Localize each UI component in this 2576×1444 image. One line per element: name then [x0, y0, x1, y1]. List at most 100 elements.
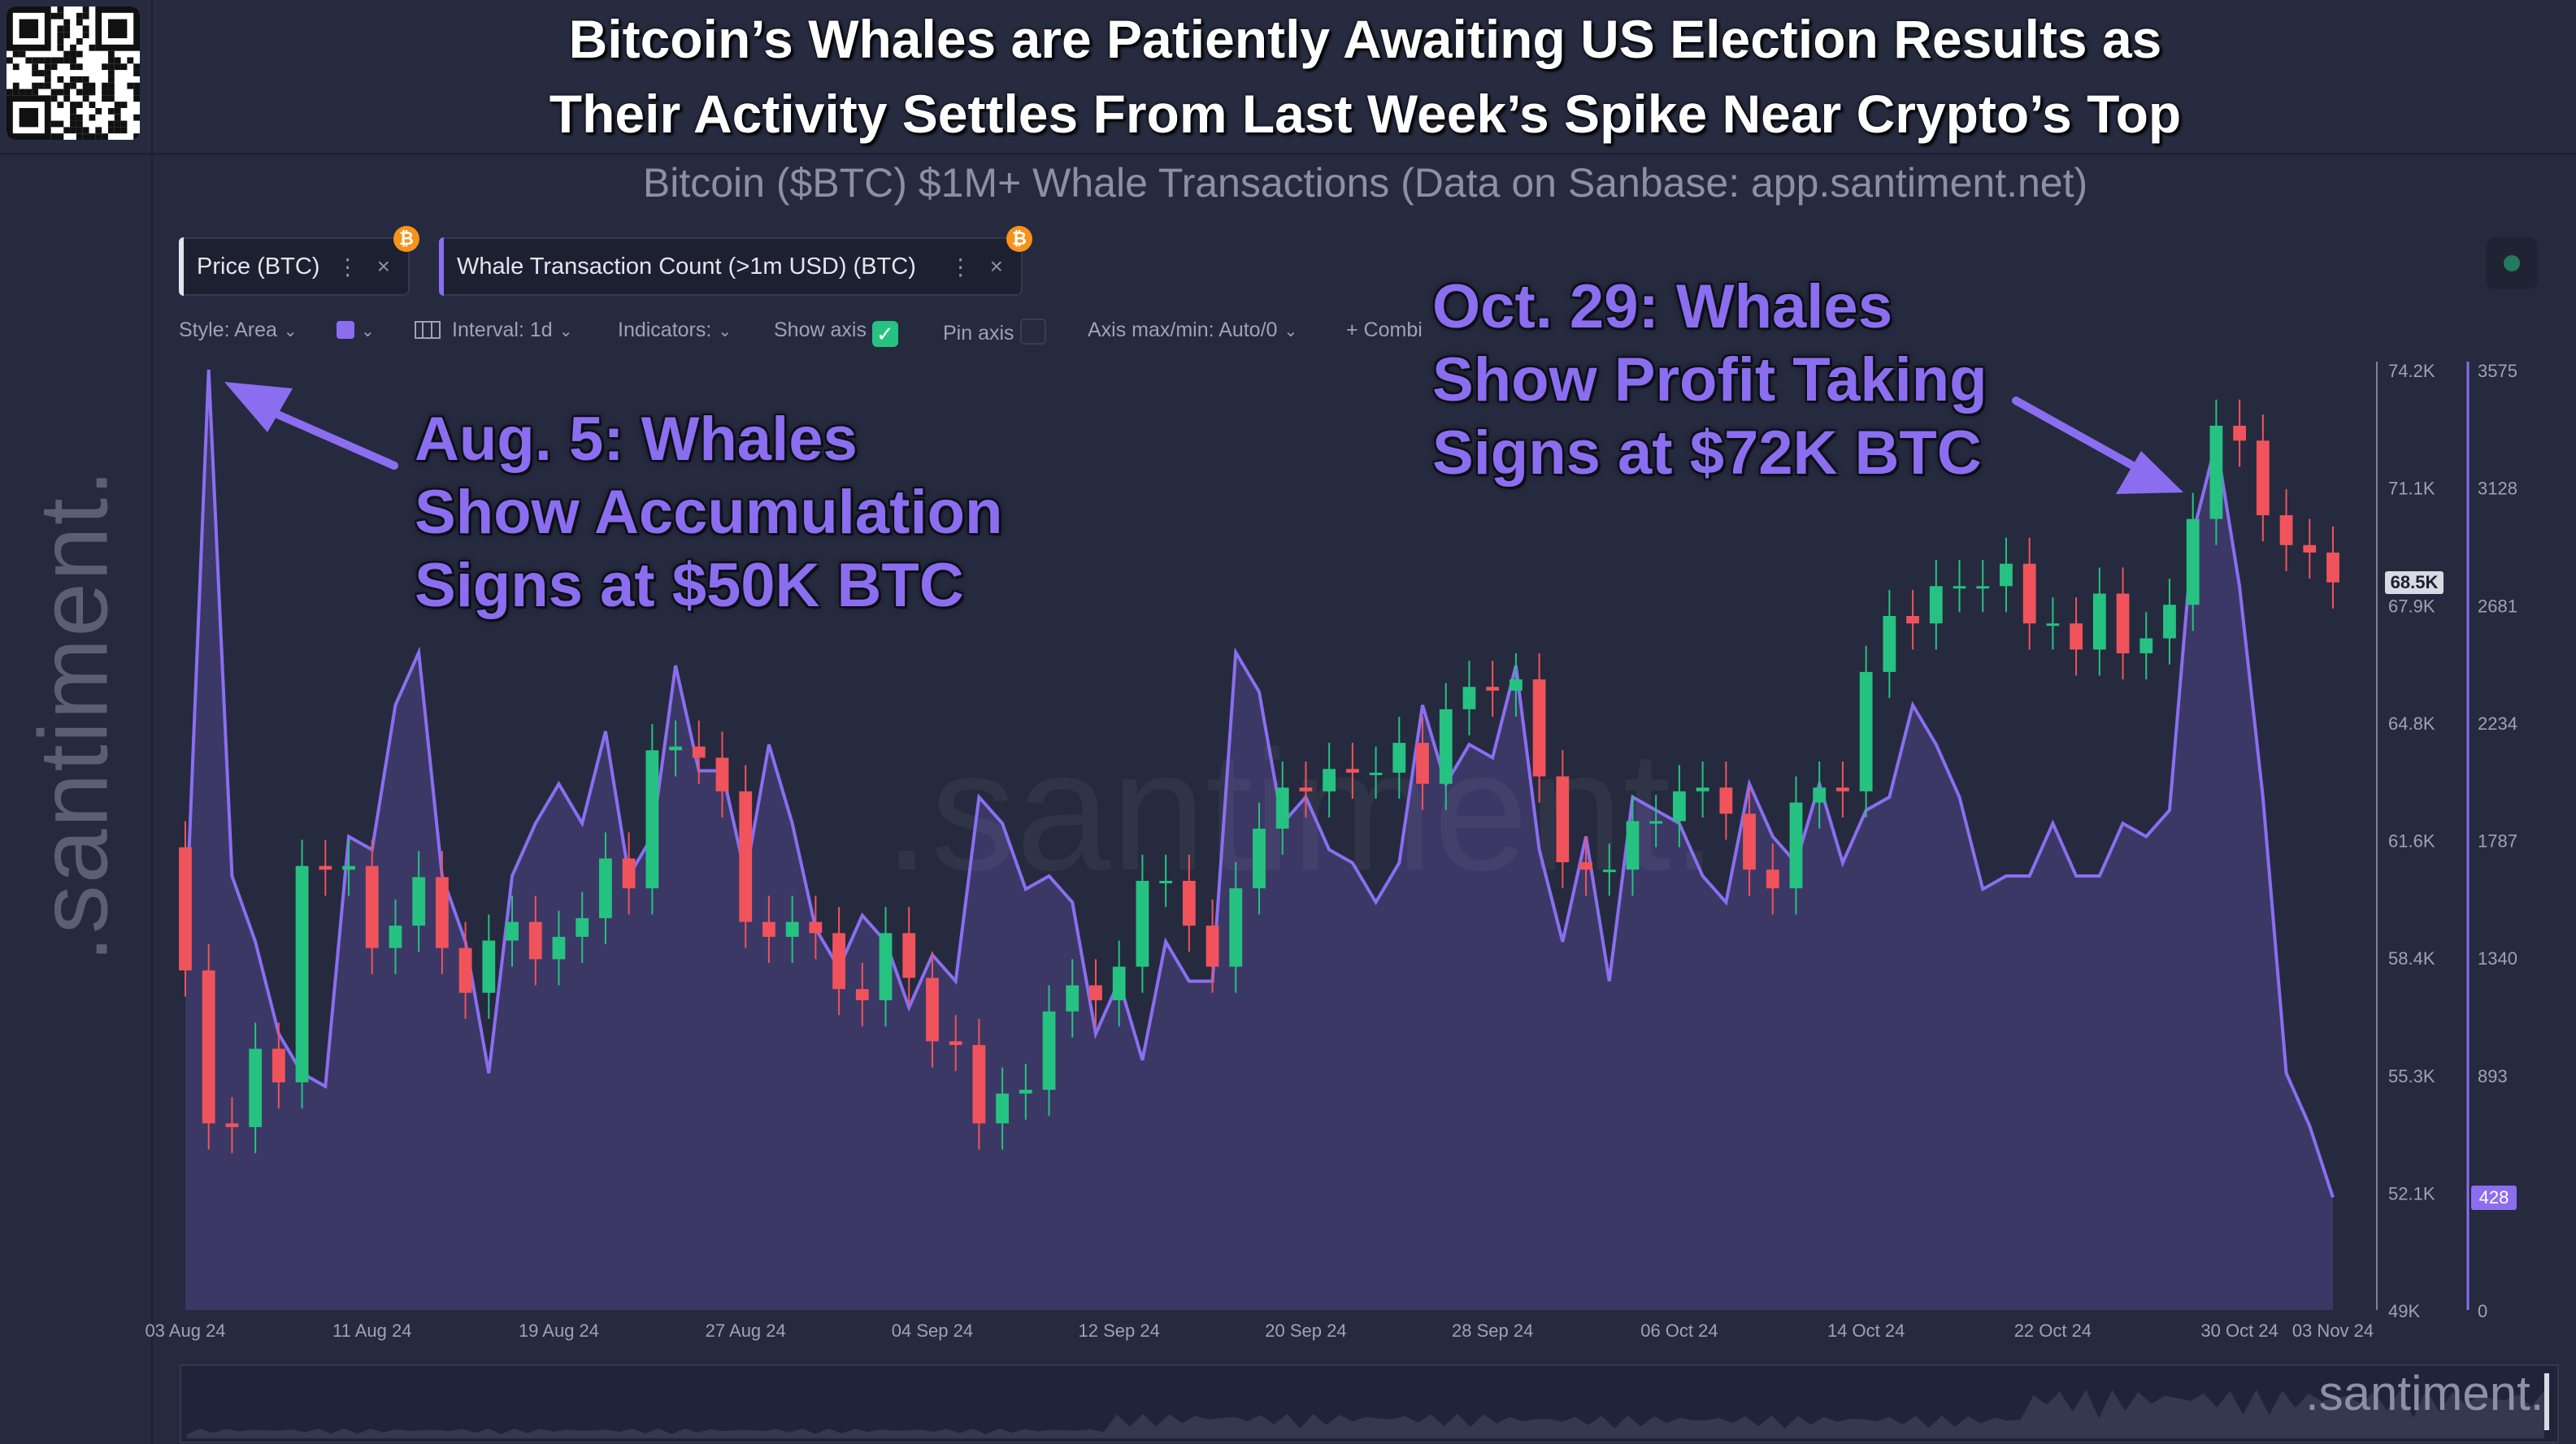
interval-dropdown[interactable]: Interval: 1d ⌄	[415, 319, 572, 342]
candle	[1789, 802, 1803, 889]
candle	[1416, 743, 1429, 784]
header-bar	[0, 0, 2576, 154]
bitcoin-badge-icon: ₿	[1006, 226, 1032, 252]
annotation-arrowhead-right	[2116, 451, 2183, 494]
candle	[249, 1048, 263, 1128]
candle	[809, 921, 823, 934]
annotation-oct29: Oct. 29: Whales Show Profit Taking Signs a…	[1432, 272, 1987, 488]
candle	[412, 877, 426, 926]
candle	[1159, 881, 1173, 884]
candle	[855, 989, 869, 1000]
candle	[435, 877, 449, 948]
candle	[1906, 616, 1919, 624]
candle	[1462, 687, 1476, 709]
more-icon[interactable]: ⋮	[949, 254, 972, 280]
style-dropdown[interactable]: Style: Area ⌄	[179, 319, 298, 341]
live-indicator[interactable]	[2486, 237, 2538, 289]
price-tick-label: 49K	[2388, 1301, 2420, 1321]
series-color-bar	[179, 237, 184, 296]
candle	[2070, 623, 2083, 650]
candle	[1439, 709, 1453, 784]
candle	[1229, 888, 1243, 967]
tab-whale-transactions[interactable]: Whale Transaction Count (>1m USD) (BTC) …	[439, 226, 1032, 296]
candle	[762, 921, 775, 937]
x-tick-label: 28 Sep 24	[1452, 1320, 1533, 1341]
title-line-2: Their Activity Settles From Last Week’s …	[549, 84, 2182, 144]
x-tick-label: 12 Sep 24	[1079, 1320, 1160, 1341]
tab-label: Whale Transaction Count (>1m USD) (BTC)	[457, 253, 916, 280]
price-tick-label: 55.3K	[2388, 1066, 2435, 1086]
color-swatch	[337, 321, 354, 339]
candle	[1953, 586, 1966, 589]
tab-price-btc[interactable]: Price (BTC) ⋮ × ₿	[179, 226, 419, 296]
candle	[1929, 586, 1943, 624]
pin-axis-toggle[interactable]: Pin axis	[943, 319, 1046, 345]
candle	[2186, 518, 2200, 605]
last-whale-count-label: 428	[2471, 1186, 2517, 1210]
candle	[342, 865, 355, 870]
candle	[1253, 828, 1266, 889]
candle	[1509, 679, 1523, 691]
navigator-handle	[2544, 1373, 2549, 1430]
candle	[225, 1123, 239, 1128]
candle	[972, 1045, 986, 1124]
x-tick-label: 04 Sep 24	[892, 1320, 973, 1341]
price-tick-label: 61.6K	[2388, 831, 2435, 852]
candle	[2209, 425, 2223, 519]
show-axis-toggle[interactable]: Show axis ✓	[774, 319, 898, 347]
chevron-down-icon: ⌄	[361, 323, 375, 340]
whale-tick-label: 2681	[2478, 596, 2517, 616]
close-icon[interactable]: ×	[376, 254, 390, 279]
price-tick-label: 67.9K	[2388, 596, 2435, 616]
qr-divider	[151, 0, 153, 1444]
qr-code-icon	[7, 7, 140, 140]
price-tick-label: 58.4K	[2388, 948, 2435, 969]
candle	[1602, 869, 1616, 873]
candle	[2022, 563, 2036, 624]
navigator-sparkline	[187, 1390, 2544, 1438]
candle	[1766, 869, 1779, 889]
candle	[576, 917, 589, 937]
candle	[1859, 671, 1873, 791]
candle	[692, 746, 706, 758]
candle	[528, 921, 542, 960]
candle	[1743, 813, 1756, 870]
whale-tick-label: 0	[2478, 1301, 2487, 1321]
whale-tick-label: 893	[2478, 1066, 2508, 1086]
candle	[179, 847, 192, 971]
x-tick-label: 30 Oct 24	[2200, 1320, 2278, 1341]
color-picker[interactable]: ⌄	[337, 319, 375, 342]
candle	[365, 865, 379, 948]
chart-toolbar: Style: Area ⌄ ⌄ Interval: 1d ⌄ Indicators:…	[179, 310, 1479, 351]
candle	[1883, 616, 1896, 672]
candle	[879, 933, 893, 1000]
price-tick-label: 64.8K	[2388, 713, 2435, 734]
candle	[926, 978, 939, 1042]
x-tick-label: 06 Oct 24	[1640, 1320, 1718, 1341]
candle	[1089, 985, 1102, 1000]
candle	[2139, 638, 2153, 653]
candle	[645, 750, 659, 889]
indicators-dropdown[interactable]: Indicators: ⌄	[618, 319, 732, 341]
candle	[1486, 687, 1500, 691]
combine-button[interactable]: + Combi	[1346, 319, 1423, 341]
series-color-bar	[439, 237, 444, 296]
candle	[506, 921, 519, 941]
candle	[1719, 787, 1733, 814]
candle	[1626, 821, 1640, 870]
x-tick-label: 19 Aug 24	[519, 1320, 599, 1341]
whale-tick-label: 3128	[2478, 479, 2517, 499]
candle	[1696, 787, 1709, 791]
checkbox-checked-icon: ✓	[871, 321, 898, 347]
candle	[1136, 881, 1149, 967]
candle	[599, 858, 612, 918]
candle	[1813, 787, 1827, 803]
chevron-down-icon: ⌄	[1284, 323, 1298, 340]
close-icon[interactable]: ×	[989, 254, 1003, 279]
candle	[996, 1093, 1010, 1124]
axis-maxmin-dropdown[interactable]: Axis max/min: Auto/0 ⌄	[1088, 319, 1298, 341]
more-icon[interactable]: ⋮	[336, 254, 359, 280]
candle	[2000, 563, 2013, 587]
title-line-1: Bitcoin’s Whales are Patiently Awaiting …	[568, 9, 2162, 69]
